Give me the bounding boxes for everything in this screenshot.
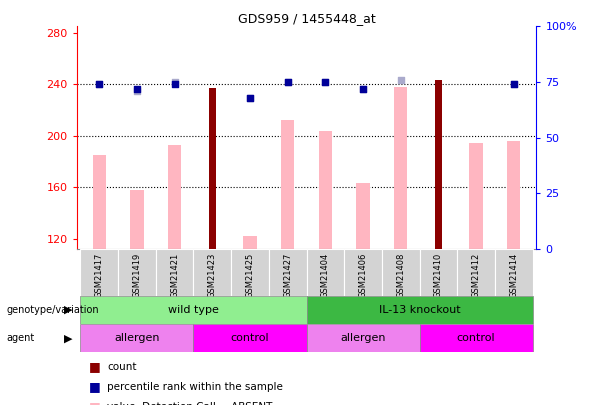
FancyBboxPatch shape <box>457 249 495 296</box>
Text: GSM21412: GSM21412 <box>471 253 481 298</box>
Point <box>321 79 330 85</box>
Text: allergen: allergen <box>114 333 159 343</box>
Title: GDS959 / 1455448_at: GDS959 / 1455448_at <box>238 12 375 25</box>
Point <box>283 79 292 85</box>
Point <box>132 88 142 94</box>
Point <box>321 79 330 85</box>
Point <box>170 81 180 87</box>
Text: GSM21406: GSM21406 <box>359 253 368 298</box>
Bar <box>281 120 294 249</box>
Text: ■: ■ <box>89 380 101 393</box>
Bar <box>470 143 482 249</box>
FancyBboxPatch shape <box>269 249 306 296</box>
Text: value, Detection Call = ABSENT: value, Detection Call = ABSENT <box>107 402 273 405</box>
Point <box>509 81 519 87</box>
Bar <box>168 145 181 249</box>
Text: allergen: allergen <box>340 333 386 343</box>
Bar <box>93 155 106 249</box>
Text: percentile rank within the sample: percentile rank within the sample <box>107 382 283 392</box>
FancyBboxPatch shape <box>231 249 269 296</box>
FancyBboxPatch shape <box>80 296 306 324</box>
Bar <box>208 88 216 249</box>
FancyBboxPatch shape <box>495 249 533 296</box>
FancyBboxPatch shape <box>156 249 194 296</box>
Bar <box>394 87 407 249</box>
Text: genotype/variation: genotype/variation <box>6 305 99 315</box>
Text: GSM21404: GSM21404 <box>321 253 330 298</box>
Bar <box>243 236 257 249</box>
Text: GSM21425: GSM21425 <box>245 253 254 298</box>
Text: ▶: ▶ <box>64 333 73 343</box>
Bar <box>319 131 332 249</box>
Text: ▶: ▶ <box>64 305 73 315</box>
FancyBboxPatch shape <box>306 296 533 324</box>
FancyBboxPatch shape <box>80 249 118 296</box>
Bar <box>507 141 520 249</box>
Point <box>358 85 368 92</box>
Text: agent: agent <box>6 333 34 343</box>
Point <box>283 79 292 85</box>
Text: ■: ■ <box>89 360 101 373</box>
Bar <box>131 190 143 249</box>
Bar <box>356 183 370 249</box>
FancyBboxPatch shape <box>118 249 156 296</box>
FancyBboxPatch shape <box>194 249 231 296</box>
Point <box>170 79 180 85</box>
FancyBboxPatch shape <box>419 324 533 352</box>
Text: GSM21410: GSM21410 <box>434 253 443 298</box>
Point <box>358 85 368 92</box>
Point <box>509 81 519 87</box>
FancyBboxPatch shape <box>382 249 419 296</box>
FancyBboxPatch shape <box>306 249 344 296</box>
Point <box>245 94 255 101</box>
FancyBboxPatch shape <box>419 249 457 296</box>
Text: GSM21417: GSM21417 <box>95 253 104 298</box>
Point <box>245 94 255 101</box>
Point <box>132 85 142 92</box>
FancyBboxPatch shape <box>344 249 382 296</box>
Text: GSM21423: GSM21423 <box>208 253 217 298</box>
Point <box>94 81 104 87</box>
FancyBboxPatch shape <box>194 324 306 352</box>
Text: control: control <box>457 333 495 343</box>
Text: GSM21419: GSM21419 <box>132 253 142 298</box>
Text: ■: ■ <box>89 401 101 405</box>
Text: control: control <box>230 333 269 343</box>
Point <box>94 81 104 87</box>
Text: GSM21421: GSM21421 <box>170 253 179 298</box>
Text: IL-13 knockout: IL-13 knockout <box>379 305 460 315</box>
Text: GSM21427: GSM21427 <box>283 253 292 298</box>
Point <box>396 77 406 83</box>
Bar <box>435 81 442 249</box>
FancyBboxPatch shape <box>306 324 419 352</box>
Text: GSM21414: GSM21414 <box>509 253 518 298</box>
FancyBboxPatch shape <box>80 324 194 352</box>
Text: count: count <box>107 362 137 371</box>
Text: GSM21408: GSM21408 <box>396 253 405 298</box>
Text: wild type: wild type <box>168 305 219 315</box>
